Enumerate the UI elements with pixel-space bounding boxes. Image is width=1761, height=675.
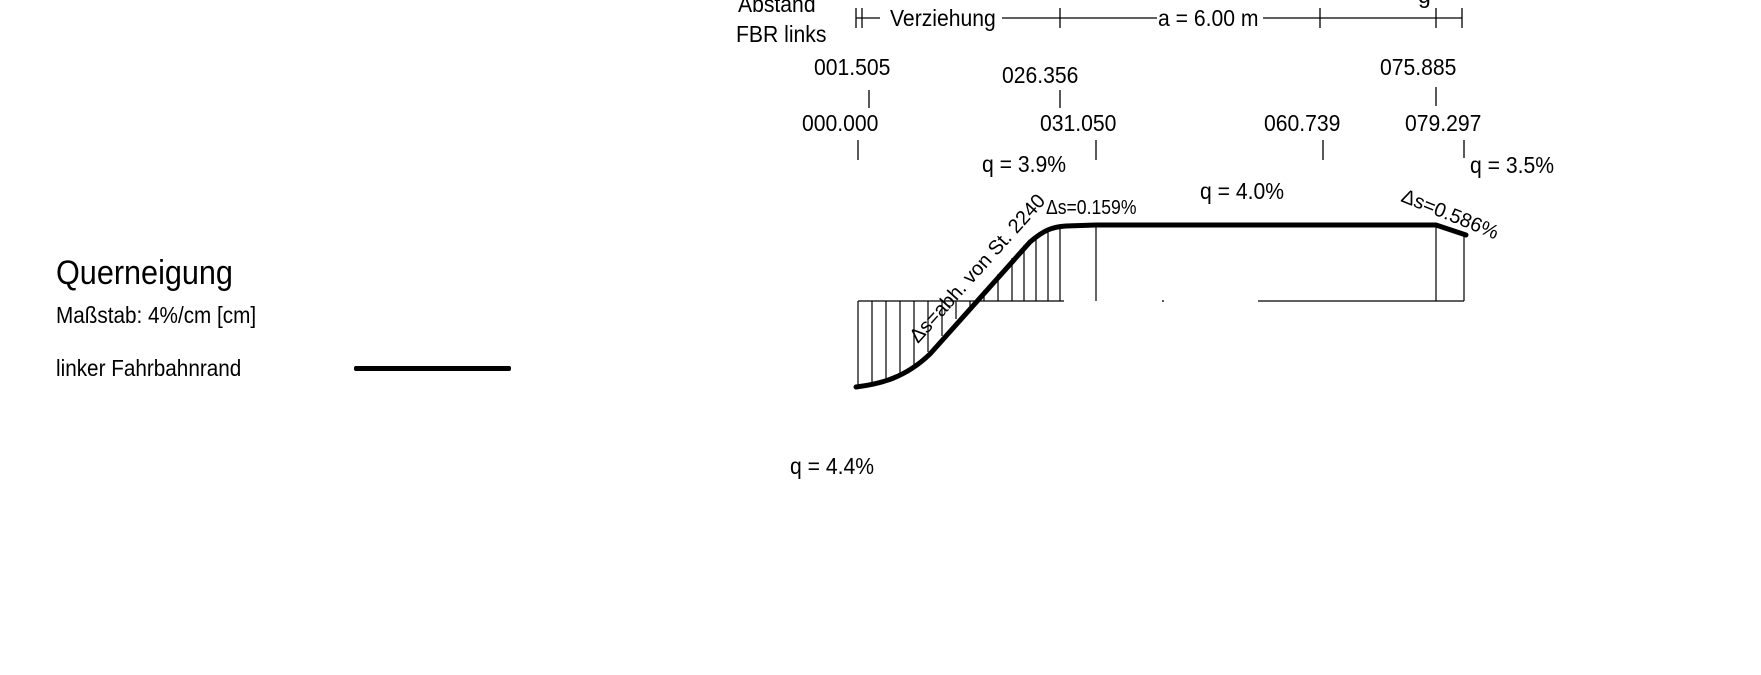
station-label-lower-3: 060.739 xyxy=(1264,110,1340,136)
spacing-label: a = 6.00 m xyxy=(1158,5,1258,31)
delta-s-slope-label: Δs=abh. von St. 2240 xyxy=(905,190,1050,347)
profile-labels: q = 3.9% q = 4.0% q = 3.5% q = 4.4% xyxy=(790,151,1554,479)
verziehung-label: Verziehung xyxy=(890,5,996,31)
legend-title: Querneigung xyxy=(56,254,233,292)
fbr-links-label: FBR links xyxy=(736,21,826,47)
station-ticks xyxy=(857,87,1465,160)
station-label-upper-3: 075.885 xyxy=(1380,54,1456,80)
clipped-fragment-label: g xyxy=(1418,0,1431,8)
station-label-lower-1: 000.000 xyxy=(802,110,878,136)
station-label-upper-1: 001.505 xyxy=(814,54,890,80)
q-3-5-label: q = 3.5% xyxy=(1470,152,1554,178)
q-3-9-label: q = 3.9% xyxy=(982,151,1066,177)
dimension-header xyxy=(855,8,1463,28)
station-labels: 001.505 026.356 075.885 000.000 031.050 … xyxy=(802,54,1481,136)
q-4-0-label: q = 4.0% xyxy=(1200,178,1284,204)
crossfall-curve xyxy=(853,222,1469,390)
q-4-4-label: q = 4.4% xyxy=(790,453,874,479)
legend-line-label: linker Fahrbahnrand xyxy=(56,355,242,381)
delta-s-0-159-label: Δs=0.159% xyxy=(1046,196,1137,218)
legend-line-swatch xyxy=(354,366,511,371)
station-label-lower-4: 079.297 xyxy=(1405,110,1481,136)
header-labels: Abstand FBR links Verziehung a = 6.00 m … xyxy=(736,0,1431,47)
legend-scale: Maßstab: 4%/cm [cm] xyxy=(56,302,257,328)
station-label-upper-2: 026.356 xyxy=(1002,62,1078,88)
delta-labels: Δs=0.159% Δs=0.586% Δs=abh. von St. 2240 xyxy=(905,185,1502,347)
station-label-lower-2: 031.050 xyxy=(1040,110,1116,136)
abstand-label: Abstand xyxy=(738,0,816,17)
delta-s-0-586-label: Δs=0.586% xyxy=(1398,185,1502,244)
